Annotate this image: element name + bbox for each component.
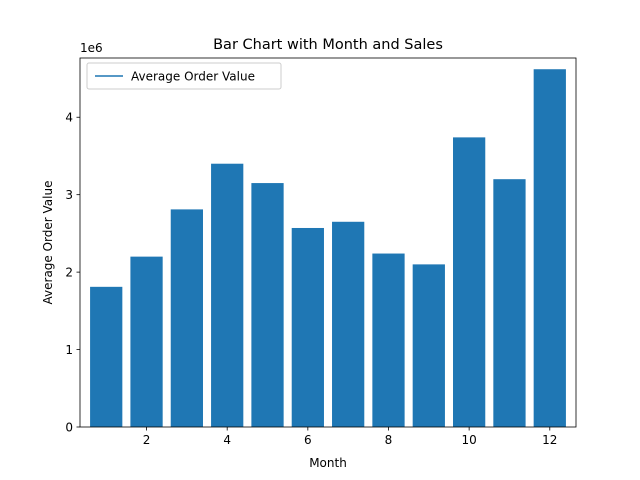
x-tick-label: 10 [461, 433, 476, 447]
x-tick-label: 12 [542, 433, 557, 447]
y-axis-label: Average Order Value [41, 181, 55, 305]
bar-month-1 [90, 286, 123, 427]
y-tick-label: 4 [65, 111, 73, 125]
legend: Average Order Value [86, 62, 282, 90]
bar-month-3 [170, 209, 203, 427]
bar-month-4 [211, 163, 244, 427]
y-tick-label: 3 [65, 188, 73, 202]
x-tick-label: 8 [385, 433, 393, 447]
plot-frame [79, 57, 577, 428]
y-axis-offset-label: 1e6 [80, 41, 103, 55]
x-axis-ticks: 2 4 6 8 10 12 [143, 427, 557, 447]
x-tick-label: 4 [223, 433, 231, 447]
bar-month-9 [412, 264, 445, 427]
x-tick-label: 6 [304, 433, 312, 447]
bars-group [90, 69, 566, 427]
x-axis-label: Month [309, 456, 347, 470]
legend-box [86, 62, 282, 90]
y-tick-label: 2 [65, 265, 73, 279]
bar-month-6 [291, 227, 324, 427]
bar-month-2 [130, 256, 163, 427]
bar-month-12 [533, 69, 566, 427]
y-tick-label: 1 [65, 343, 73, 357]
bar-month-8 [372, 253, 405, 427]
x-tick-label: 2 [143, 433, 151, 447]
bar-month-10 [453, 137, 486, 427]
bar-month-5 [251, 183, 284, 427]
legend-label: Average Order Value [131, 70, 255, 84]
bar-month-11 [493, 179, 526, 427]
y-tick-label: 0 [65, 420, 73, 434]
chart-title: Bar Chart with Month and Sales [213, 37, 443, 53]
bar-month-7 [332, 221, 365, 427]
y-axis-ticks: 0 1 2 3 4 [65, 111, 80, 434]
